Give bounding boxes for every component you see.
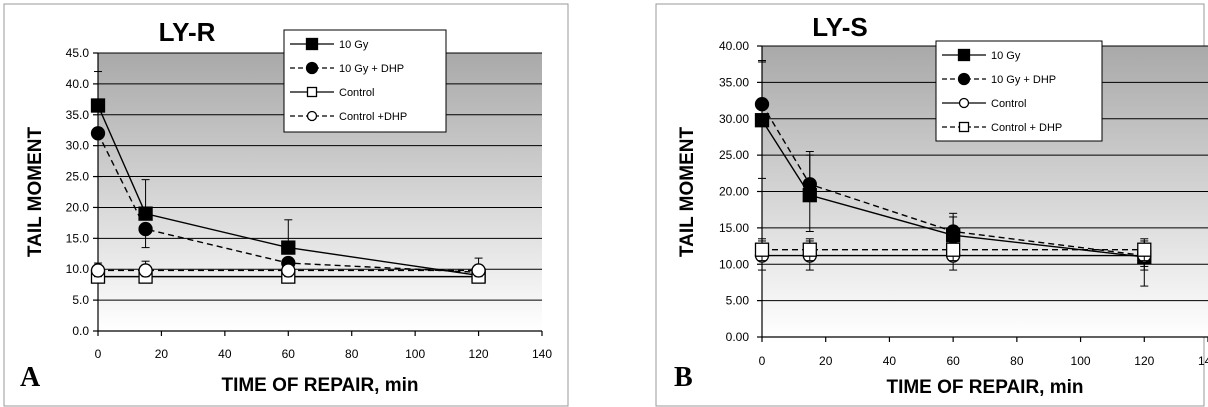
series-line — [97, 132, 479, 274]
legend-marker — [305, 37, 319, 51]
x-tick-label: 120 — [469, 347, 489, 361]
legend-label: 10 Gy — [339, 39, 369, 51]
data-point — [802, 177, 817, 192]
data-point — [802, 242, 817, 257]
y-tick-label: 0.00 — [726, 330, 750, 344]
x-tick-label: 120 — [1134, 354, 1154, 368]
y-tick-label: 5.0 — [72, 293, 89, 307]
data-point — [281, 263, 296, 278]
data-point — [90, 263, 106, 278]
chart-panel-a: 0.0 5.0 10.0 15.0 20.0 25.0 30.0 35.0 40.0 45.0 0 2… — [3, 3, 569, 407]
data-point — [1137, 242, 1152, 257]
x-axis-label: TIME OF REPAIR, min — [886, 377, 1083, 398]
y-tick-label: 10.0 — [66, 262, 90, 276]
x-tick-label: 80 — [345, 347, 359, 361]
legend: 10 Gy 10 Gy + DHP Control Control +DHP — [283, 29, 447, 133]
legend-label: Control — [339, 87, 374, 99]
legend-marker — [305, 61, 319, 75]
legend-label: Control +DHP — [339, 111, 407, 123]
legend-marker — [306, 110, 318, 122]
x-axis-label: TIME OF REPAIR, min — [221, 375, 418, 396]
y-tick-label: 20.00 — [719, 185, 749, 199]
x-tick-label: 100 — [1071, 354, 1091, 368]
x-tick-label: 20 — [819, 354, 833, 368]
series-line — [97, 105, 479, 277]
x-tick-label: 60 — [946, 354, 960, 368]
x-tick-label: 40 — [883, 354, 897, 368]
legend-marker — [957, 72, 971, 86]
chart-title: LY-S — [812, 12, 867, 42]
legend-label: 10 Gy + DHP — [339, 63, 404, 75]
y-tick-label: 25.0 — [66, 170, 90, 184]
data-point — [945, 224, 961, 239]
series-control-dhp — [90, 257, 486, 278]
y-tick-label: 40.0 — [66, 77, 90, 91]
legend: 10 Gy 10 Gy + DHP Control Control + DHP — [935, 40, 1103, 142]
legend-label: Control — [991, 98, 1026, 110]
legend-label: Control + DHP — [991, 122, 1062, 134]
data-point — [138, 206, 153, 221]
data-point — [138, 263, 153, 278]
x-tick-label: 0 — [95, 347, 102, 361]
x-tick-label: 100 — [405, 347, 425, 361]
legend-marker — [306, 86, 318, 98]
y-tick-label: 30.00 — [719, 112, 749, 126]
data-point — [754, 97, 770, 112]
legend-marker — [957, 48, 971, 62]
x-tick-label: 80 — [1010, 354, 1024, 368]
y-tick-label: 5.00 — [726, 294, 750, 308]
chart-panel-b: 0.00 5.00 10.00 15.00 20.00 25.00 30.00 35.00 40… — [655, 3, 1208, 407]
data-point — [138, 221, 153, 237]
y-tick-label: 25.00 — [719, 148, 749, 162]
y-axis-label: TAIL MOMENT — [25, 127, 46, 258]
data-point — [90, 126, 106, 141]
data-point — [754, 242, 770, 257]
legend-marker — [958, 121, 970, 133]
series-control-dhp — [754, 238, 1152, 262]
data-point — [945, 242, 961, 257]
data-point — [281, 240, 296, 255]
y-tick-label: 30.0 — [66, 139, 90, 153]
x-tick-label: 20 — [155, 347, 169, 361]
data-point — [90, 98, 106, 113]
legend-label: 10 Gy + DHP — [991, 74, 1056, 86]
panel-label: B — [674, 362, 693, 393]
x-tick-label: 140 — [532, 347, 552, 361]
y-tick-label: 15.00 — [719, 221, 749, 235]
legend-marker — [958, 97, 970, 109]
series-line — [761, 119, 1145, 258]
x-tick-label: 40 — [218, 347, 232, 361]
y-tick-label: 35.0 — [66, 108, 90, 122]
x-tick-label: 0 — [759, 354, 766, 368]
y-tick-label: 0.0 — [72, 324, 89, 338]
y-tick-label: 10.00 — [719, 257, 749, 271]
x-tick-label: 140 — [1198, 354, 1208, 368]
y-axis-label: TAIL MOMENT — [677, 127, 698, 258]
data-point — [471, 263, 486, 278]
chart-title: LY-R — [159, 17, 216, 47]
y-tick-label: 15.0 — [66, 231, 90, 245]
y-tick-label: 20.0 — [66, 200, 90, 214]
panel-label: A — [20, 362, 41, 393]
y-tick-label: 40.00 — [719, 39, 749, 53]
legend-label: 10 Gy — [991, 50, 1021, 62]
y-tick-label: 35.00 — [719, 75, 749, 89]
y-tick-label: 45.0 — [66, 46, 90, 60]
series-line — [761, 103, 1145, 257]
x-tick-label: 60 — [282, 347, 296, 361]
